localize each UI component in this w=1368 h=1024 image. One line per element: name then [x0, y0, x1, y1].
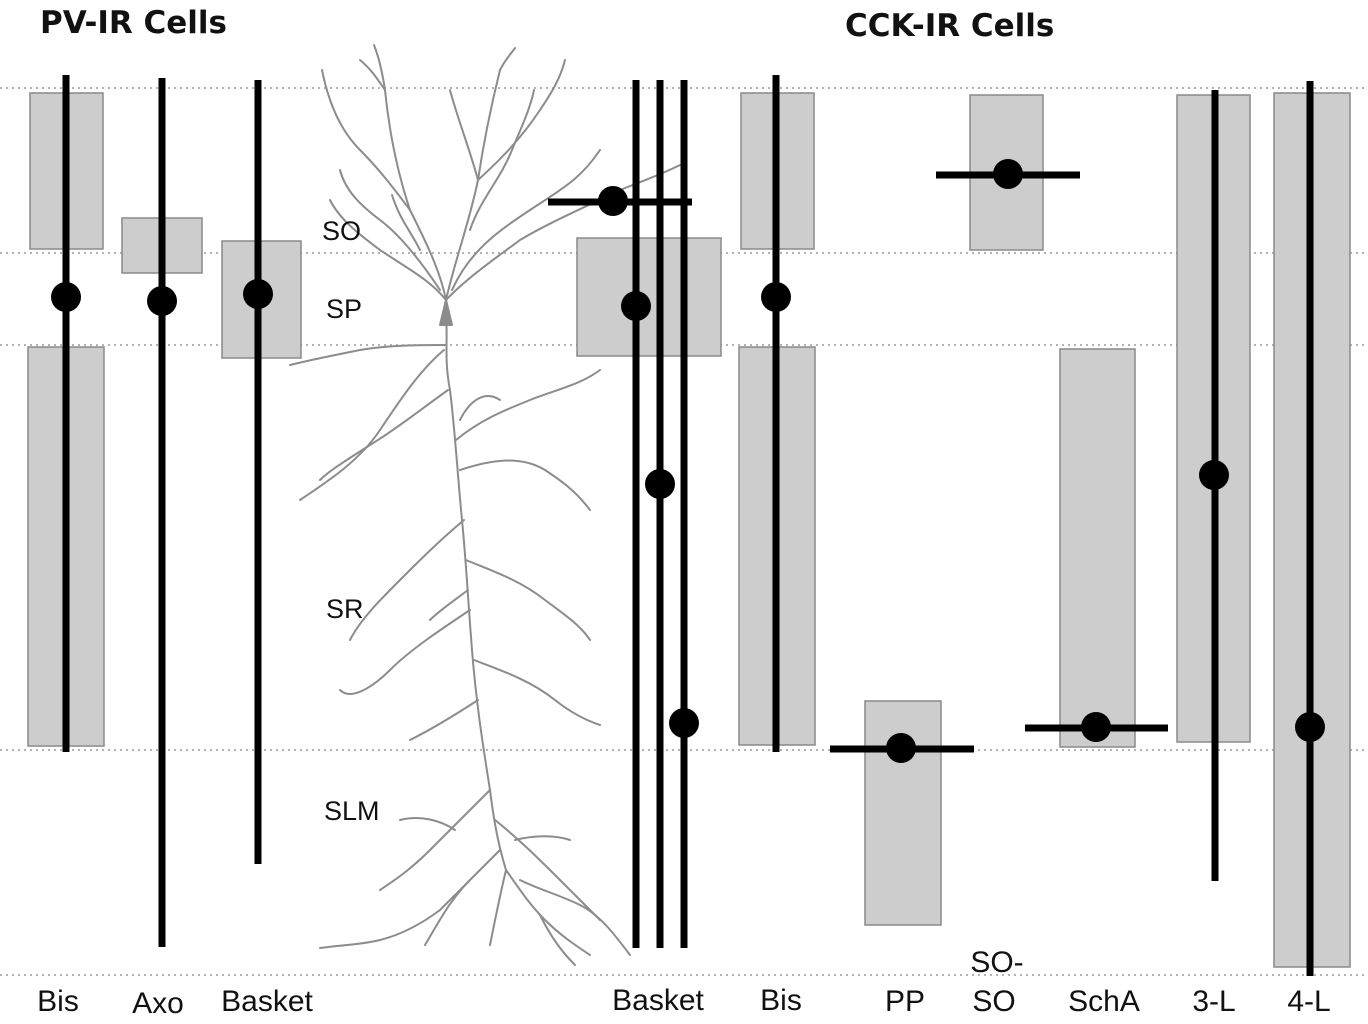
pv-bis-cell	[27, 75, 105, 752]
soma-dot	[1199, 460, 1229, 490]
soma-dot	[761, 282, 791, 312]
cck-heading: CCK-IR Cells	[845, 8, 1054, 44]
cck-bis-cell	[738, 75, 816, 752]
soma-dot	[598, 186, 628, 216]
soma-dot	[243, 279, 273, 309]
soma-dot	[669, 708, 699, 738]
soma-dot	[1081, 712, 1111, 742]
cck-3l-cell	[1176, 90, 1251, 881]
label-pv-basket: Basket	[221, 985, 313, 1018]
pv-basket-cell	[221, 80, 302, 864]
label-cck-so-so-line2: SO	[972, 985, 1015, 1018]
label-cck-pp: PP	[885, 985, 925, 1018]
axon-field	[1059, 348, 1136, 748]
layer-label-sp: SP	[326, 294, 362, 324]
layer-label-sr: SR	[326, 594, 364, 624]
layer-label-slm: SLM	[324, 796, 380, 826]
layer-label-so: SO	[322, 216, 361, 246]
label-cck-scha: SchA	[1068, 985, 1140, 1018]
pv-heading: PV-IR Cells	[40, 5, 227, 41]
soma-dot	[886, 733, 916, 763]
soma-dot	[1295, 712, 1325, 742]
label-cck-bis: Bis	[760, 984, 802, 1017]
soma-dot	[645, 469, 675, 499]
label-cck-3l: 3-L	[1192, 985, 1235, 1018]
cck-4l-cell	[1273, 81, 1351, 976]
cck-scha-cell	[1025, 348, 1168, 748]
soma-dot	[51, 282, 81, 312]
soma-dot	[147, 286, 177, 316]
label-pv-axo: Axo	[132, 987, 184, 1020]
pyramidal-neuron-drawing	[289, 44, 681, 966]
cck-pp-cell	[830, 700, 974, 926]
cck-basket-cells	[548, 80, 722, 948]
cell-type-labels: Bis Axo Basket Basket Bis PP SO- SO SchA…	[37, 946, 1331, 1020]
axon-field	[576, 237, 722, 357]
cck-so-so-cell	[936, 94, 1080, 251]
pv-axo-cell	[121, 78, 203, 947]
soma-dot	[993, 159, 1023, 189]
soma-dot	[621, 291, 651, 321]
label-pv-bis: Bis	[37, 985, 79, 1018]
label-cck-4l: 4-L	[1287, 985, 1330, 1018]
label-cck-basket: Basket	[612, 984, 704, 1017]
label-cck-so-so-line1: SO-	[970, 946, 1023, 979]
